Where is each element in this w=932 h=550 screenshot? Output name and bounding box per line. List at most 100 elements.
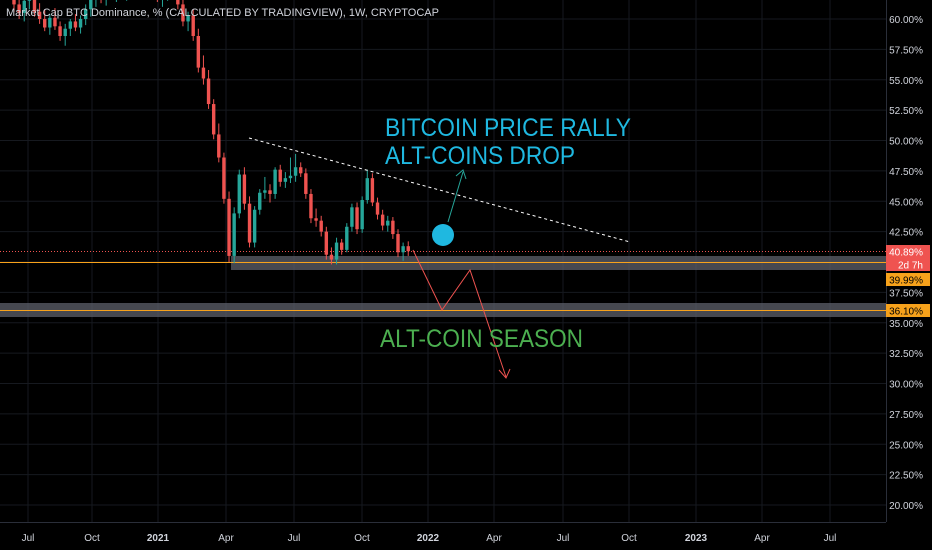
- candle-body: [53, 17, 57, 27]
- y-tick-label: 55.00%: [889, 76, 923, 87]
- candle-body: [222, 157, 226, 199]
- y-tick-label: 60.00%: [889, 15, 923, 26]
- candle-body: [22, 0, 26, 13]
- time-axis[interactable]: Jul Oct 2021 Apr Jul Oct 2022 Apr Jul Oct 2023 Apr J…: [0, 522, 886, 545]
- candle-body: [396, 234, 400, 253]
- price-axis[interactable]: 60.00% 57.50% 55.00% 52.50% 50.00% 47.50% 45.0…: [886, 0, 924, 522]
- drawings[interactable]: BITCOIN PRICE RALLY ALT-COINS DROP ALT-C…: [248, 114, 631, 379]
- candle-body: [17, 4, 21, 13]
- price-label-text: 36.10%: [889, 307, 923, 318]
- y-tick-label: 57.50%: [889, 45, 923, 56]
- candle: [196, 28, 201, 73]
- candle-body: [73, 21, 78, 28]
- candle-body: [339, 242, 344, 250]
- y-tick-label: 30.00%: [889, 380, 923, 391]
- candle: [273, 167, 277, 199]
- candle-body: [345, 226, 349, 250]
- candle-body: [406, 246, 410, 252]
- price-label-bg: [886, 304, 930, 317]
- candle-body: [380, 214, 385, 226]
- marker-circle[interactable]: [432, 224, 454, 246]
- candle: [161, 0, 163, 7]
- candle: [283, 172, 288, 188]
- candle: [68, 19, 73, 37]
- candle: [83, 4, 88, 26]
- candle: [43, 9, 47, 32]
- candle: [237, 169, 241, 219]
- candle: [278, 164, 282, 187]
- candle: [89, 0, 93, 17]
- annotation-season[interactable]: ALT-COIN SEASON: [380, 325, 583, 353]
- candle-body: [43, 19, 47, 28]
- candle-body: [227, 198, 231, 256]
- y-tick-label: 27.50%: [889, 410, 923, 421]
- candle: [360, 196, 364, 233]
- price-label: 2d 7h: [886, 258, 930, 272]
- arrow-up-head: [455, 169, 467, 180]
- candle: [299, 162, 303, 177]
- candle: [32, 0, 37, 17]
- candle: [206, 70, 211, 109]
- candle-body: [355, 207, 359, 230]
- candle-body: [68, 21, 73, 29]
- y-tick-label: 42.50%: [889, 228, 923, 239]
- candle-body: [263, 190, 267, 193]
- x-tick-label: Apr: [218, 533, 234, 544]
- candle: [58, 21, 62, 41]
- candle: [288, 157, 293, 184]
- candle: [309, 189, 313, 224]
- candle-body: [304, 173, 308, 194]
- candle-body: [63, 28, 67, 37]
- arrow-down-path[interactable]: [412, 249, 507, 378]
- candle-body: [201, 67, 206, 79]
- candle-body: [319, 220, 323, 232]
- candle: [211, 99, 216, 140]
- candle: [95, 0, 97, 7]
- candle: [380, 209, 385, 231]
- candle-body: [237, 174, 241, 214]
- x-tick-label: 2023: [685, 533, 708, 544]
- annotation-rally-line2[interactable]: ALT-COINS DROP: [385, 142, 575, 170]
- y-tick-label: 50.00%: [889, 137, 923, 148]
- price-label-text: 40.89%: [889, 248, 923, 259]
- candle-body: [299, 167, 303, 174]
- price-label: 36.10%: [886, 304, 930, 318]
- candle-body: [217, 134, 221, 158]
- candle: [396, 229, 400, 258]
- x-tick-label: Jul: [824, 533, 837, 544]
- candle: [227, 191, 231, 262]
- x-tick-label: Jul: [288, 533, 301, 544]
- arrow-down-head: [498, 368, 511, 379]
- candle: [232, 207, 236, 264]
- price-label: 40.89%: [886, 245, 930, 259]
- candle: [319, 215, 323, 237]
- candle: [365, 169, 369, 204]
- candle-body: [232, 213, 236, 256]
- annotation-rally-line1[interactable]: BITCOIN PRICE RALLY: [385, 114, 631, 142]
- candle: [27, 0, 32, 10]
- candle-body: [83, 9, 88, 19]
- arrow-up-line[interactable]: [447, 171, 464, 223]
- candle: [247, 196, 252, 248]
- candle: [304, 168, 308, 199]
- candle-body: [196, 36, 201, 68]
- price-label-bg: [886, 245, 930, 258]
- candle-body: [334, 242, 339, 260]
- price-label: 39.99%: [886, 273, 930, 287]
- candle: [53, 8, 57, 30]
- candle: [252, 206, 257, 248]
- candle: [263, 176, 267, 199]
- x-tick-label: Oct: [354, 533, 370, 544]
- y-tick-label: 47.50%: [889, 167, 923, 178]
- candle-body: [268, 190, 272, 194]
- y-tick-label: 35.00%: [889, 319, 923, 330]
- candle: [176, 0, 180, 10]
- x-tick-label: Apr: [754, 533, 770, 544]
- candle: [73, 14, 78, 32]
- candle-body: [206, 78, 211, 105]
- candle: [222, 152, 226, 204]
- candle: [78, 15, 83, 34]
- candle-body: [288, 175, 293, 179]
- candle-body: [48, 17, 52, 28]
